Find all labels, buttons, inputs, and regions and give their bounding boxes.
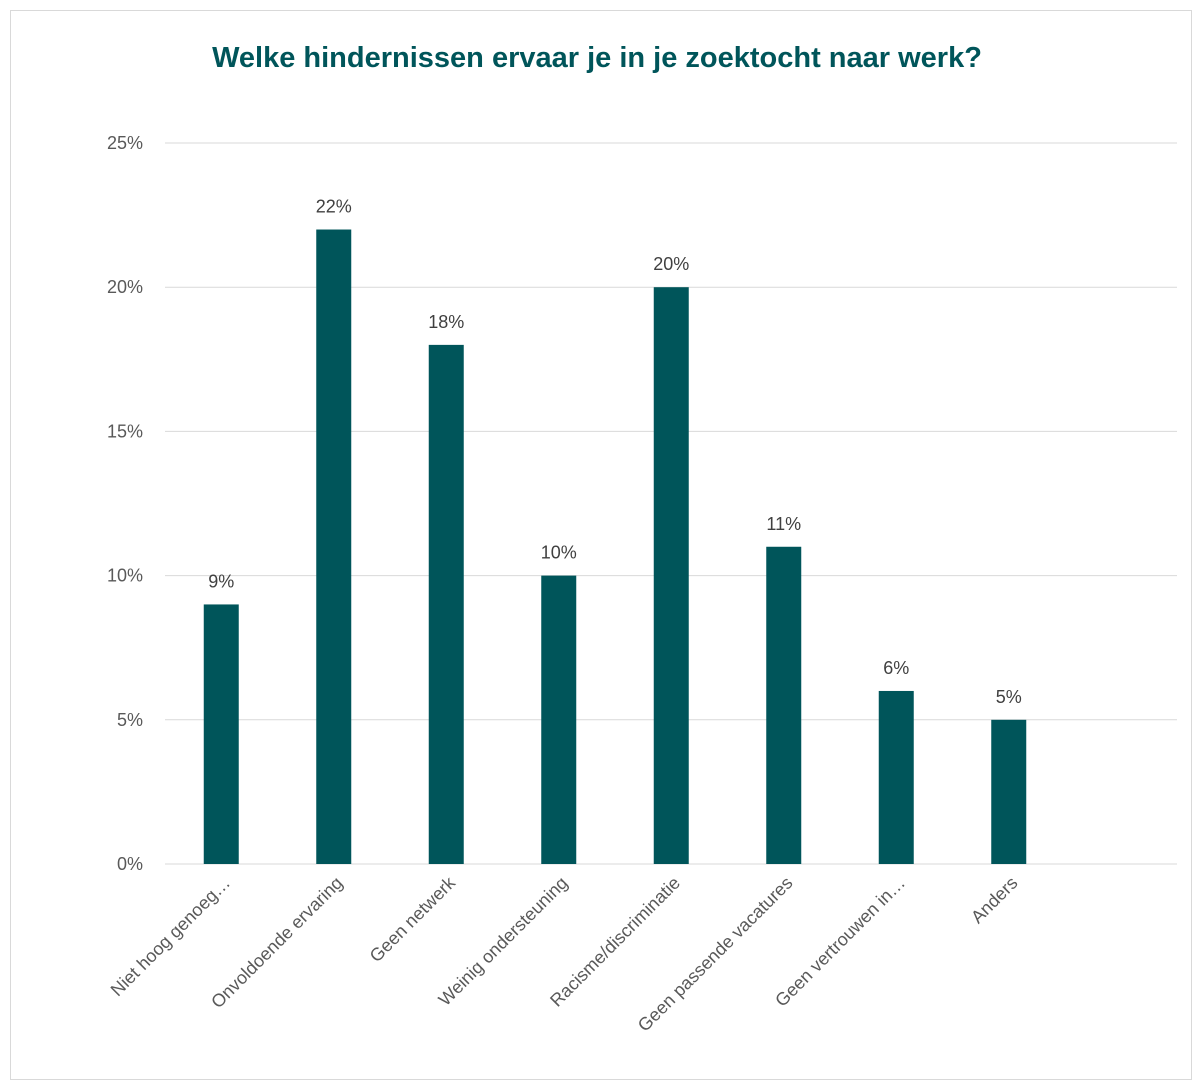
bar [991, 719, 1027, 864]
data-label: 9% [208, 571, 234, 591]
data-label: 10% [541, 543, 577, 563]
category-labels: Niet hoog genoeg…Onvoldoende ervaring Gee… [107, 872, 1022, 1035]
y-axis-ticks: 0% 5% 10% 15% 20% 25% [107, 133, 143, 874]
bars [203, 229, 1027, 864]
data-label: 22% [316, 197, 352, 217]
y-tick-label: 15% [107, 421, 143, 441]
data-label: 18% [428, 312, 464, 332]
category-label: Anders [967, 873, 1021, 927]
data-labels: 9% 22% 18% 10% 20% 11% 6% 5% [208, 197, 1022, 707]
bar [653, 287, 689, 864]
data-label: 6% [883, 658, 909, 678]
y-tick-label: 5% [117, 710, 143, 730]
chart-frame [10, 10, 1192, 1080]
bar [766, 546, 802, 864]
category-label: Niet hoog genoeg… [107, 873, 234, 1000]
bar [203, 604, 239, 864]
data-label: 5% [996, 687, 1022, 707]
bar [428, 344, 464, 864]
category-label: Racisme/discriminatie [546, 873, 684, 1011]
y-tick-label: 25% [107, 133, 143, 153]
category-label: Onvoldoende ervaring [207, 873, 346, 1012]
y-tick-label: 20% [107, 277, 143, 297]
category-label: Geen netwerk [366, 872, 460, 966]
bar [878, 690, 914, 864]
category-label: Geen vertrouwen in… [771, 873, 909, 1011]
y-tick-label: 0% [117, 854, 143, 874]
chart-title: Welke hindernissen ervaar je in je zoekt… [212, 42, 982, 74]
data-label: 11% [766, 514, 801, 534]
category-label: Weinig ondersteuning [435, 873, 572, 1010]
y-tick-label: 10% [107, 566, 143, 586]
bar [316, 229, 352, 864]
bar [541, 575, 577, 864]
data-label: 20% [653, 254, 689, 274]
